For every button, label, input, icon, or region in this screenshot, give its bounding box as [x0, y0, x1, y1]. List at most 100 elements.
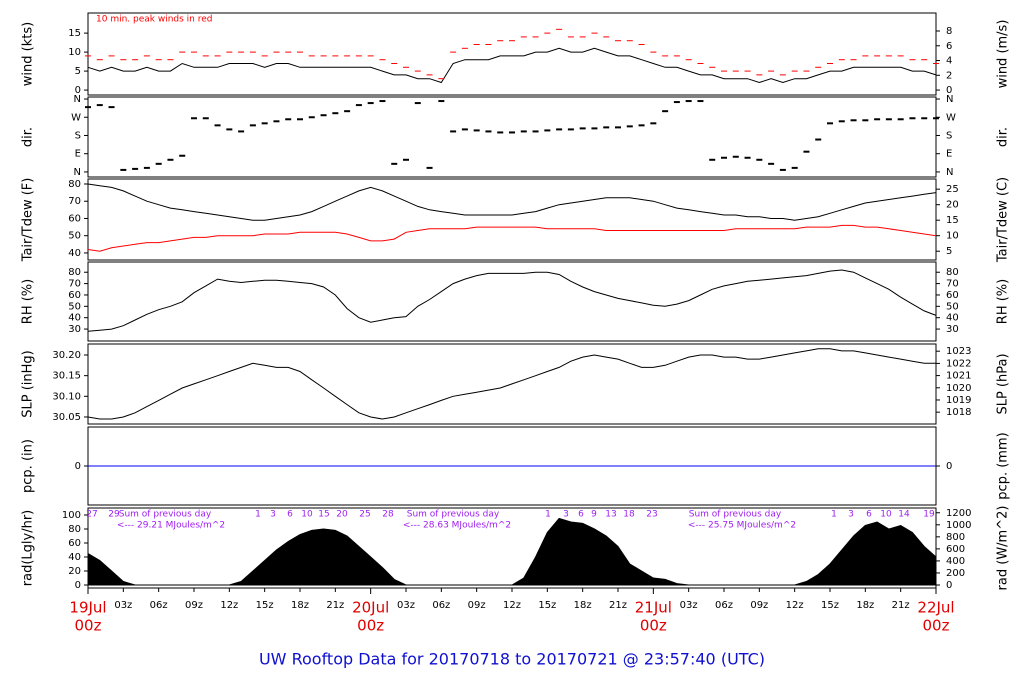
- y2-tick-label: N: [946, 94, 953, 105]
- annotation: 29: [108, 510, 120, 520]
- y-axis-label: pcp. (in): [21, 439, 36, 493]
- x-tick-label: 03z: [114, 600, 132, 611]
- y-tick-label: 50: [68, 231, 81, 242]
- annotation: 10: [301, 510, 313, 520]
- x-tick-label: 21z: [609, 600, 627, 611]
- date-label: 21Jul: [635, 599, 672, 617]
- y-tick-label: 70: [68, 279, 81, 290]
- x-tick-label: 15z: [821, 600, 839, 611]
- y2-tick-label: 1019: [946, 395, 971, 406]
- x-tick-label: 06z: [715, 600, 733, 611]
- annotation: 3: [848, 510, 854, 520]
- annotation: Sum of previous day: [119, 510, 212, 520]
- y-tick-label: S: [75, 130, 81, 141]
- y-tick-label: 80: [68, 179, 81, 190]
- annotation: 19: [923, 510, 935, 520]
- y2-tick-label: 8: [946, 26, 952, 37]
- x-tick-label: 09z: [468, 600, 486, 611]
- y-tick-label: 30.20: [52, 350, 81, 361]
- date-sublabel: 00z: [640, 617, 667, 635]
- annotation: <--- 29.21 MJoules/m^2: [117, 521, 225, 531]
- y2-tick-label: 60: [946, 290, 959, 301]
- y-axis-label: rad(Lgly/hr): [21, 510, 36, 586]
- y2-axis-label: Tair/Tdew (C): [996, 177, 1011, 263]
- x-tick-label: 15z: [538, 600, 556, 611]
- y2-tick-label: 70: [946, 279, 959, 290]
- y-tick-label: 30: [68, 324, 81, 335]
- y2-tick-label: 15: [946, 215, 959, 226]
- x-tick-label: 09z: [185, 600, 203, 611]
- annotation: <--- 25.75 MJoules/m^2: [688, 521, 796, 531]
- y-tick-label: 40: [68, 313, 81, 324]
- y-tick-label: 15: [68, 28, 81, 39]
- y-tick-label: 0: [75, 461, 81, 472]
- panel-frame: [87, 12, 937, 96]
- annotation: 10 min. peak winds in red: [96, 15, 213, 25]
- annotation: 6: [866, 510, 872, 520]
- y-tick-label: 5: [75, 66, 81, 77]
- y2-tick-label: 1023: [946, 346, 971, 357]
- series-line: [87, 269, 937, 332]
- y2-tick-label: 0: [946, 85, 952, 96]
- y-tick-label: 30.10: [52, 391, 81, 402]
- x-tick-label: 06z: [432, 600, 450, 611]
- y2-tick-label: 1022: [946, 358, 971, 369]
- y-tick-label: 80: [68, 267, 81, 278]
- x-tick-label: 18z: [574, 600, 592, 611]
- y-tick-label: 50: [68, 301, 81, 312]
- y-tick-label: 70: [68, 196, 81, 207]
- annotation: 27: [86, 510, 97, 520]
- y-tick-label: 60: [68, 538, 81, 549]
- y2-tick-label: 1000: [946, 520, 971, 531]
- annotation: 14: [898, 510, 910, 520]
- annotation: 13: [605, 510, 616, 520]
- y-tick-label: W: [71, 112, 81, 123]
- annotation: <--- 28.63 MJoules/m^2: [403, 521, 511, 531]
- y2-axis-label: SLP (hPa): [996, 353, 1011, 414]
- panel-frame: [87, 96, 937, 178]
- date-sublabel: 00z: [357, 617, 384, 635]
- y2-tick-label: 2: [946, 70, 952, 81]
- y-axis-label: wind (kts): [21, 22, 36, 86]
- y2-tick-label: 10: [946, 231, 959, 242]
- annotation: 1: [545, 510, 551, 520]
- y2-tick-label: 30: [946, 324, 959, 335]
- panel-frame: [87, 261, 937, 342]
- y-tick-label: N: [74, 167, 81, 178]
- series-line: [87, 224, 937, 252]
- y2-tick-label: 200: [946, 568, 965, 579]
- y2-tick-label: 1200: [946, 508, 971, 519]
- y-tick-label: 100: [62, 510, 81, 521]
- x-tick-label: 12z: [786, 600, 804, 611]
- y-tick-label: 80: [68, 524, 81, 535]
- y2-tick-label: 80: [946, 267, 959, 278]
- annotation: 28: [382, 510, 394, 520]
- annotation: 1: [831, 510, 837, 520]
- x-tick-label: 03z: [397, 600, 415, 611]
- y2-tick-label: 0: [946, 580, 952, 591]
- y2-tick-label: 600: [946, 544, 965, 555]
- y2-axis-label: RH (%): [996, 279, 1011, 324]
- annotation: Sum of previous day: [689, 510, 782, 520]
- y2-tick-label: 6: [946, 41, 952, 52]
- y2-tick-label: W: [946, 112, 956, 123]
- annotation: 25: [359, 510, 370, 520]
- y2-axis-label: wind (m/s): [996, 20, 1011, 89]
- date-label: 22Jul: [917, 599, 954, 617]
- x-tick-label: 18z: [291, 600, 309, 611]
- annotation: Sum of previous day: [407, 510, 500, 520]
- y2-tick-label: 800: [946, 532, 965, 543]
- annotation: 3: [270, 510, 276, 520]
- annotation: 18: [623, 510, 635, 520]
- series-area: [87, 517, 937, 586]
- annotation: 23: [646, 510, 657, 520]
- series-line: [87, 47, 937, 84]
- y-tick-label: 60: [68, 213, 81, 224]
- x-tick-label: 21z: [892, 600, 910, 611]
- y2-tick-label: S: [946, 130, 952, 141]
- series-line: [87, 183, 937, 221]
- annotation: 9: [591, 510, 597, 520]
- y2-tick-label: N: [946, 167, 953, 178]
